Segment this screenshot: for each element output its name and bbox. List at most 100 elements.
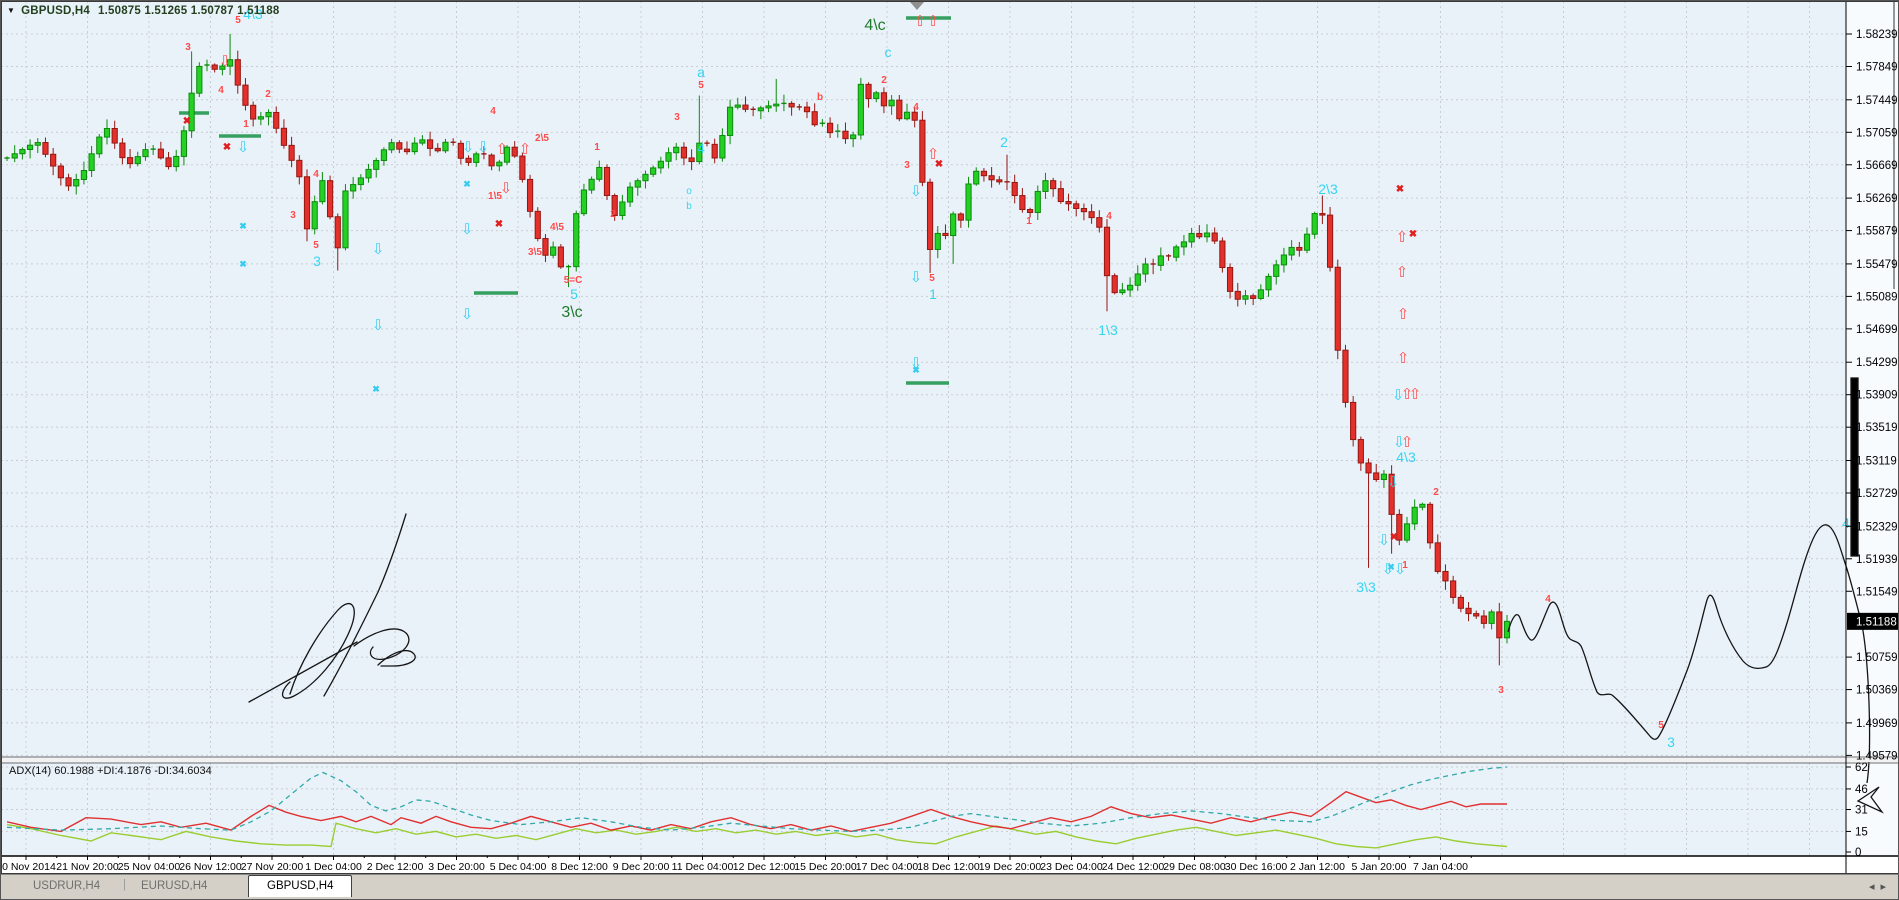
svg-text:✖: ✖ [1409, 229, 1417, 240]
candles-layer [4, 33, 1511, 666]
svg-text:1.53119: 1.53119 [1856, 455, 1897, 467]
chart-symbol-timeframe: GBPUSD,H4 [21, 5, 91, 17]
svg-text:4: 4 [913, 102, 919, 113]
top-marker-triangle-icon [910, 2, 924, 10]
svg-text:1.51939: 1.51939 [1856, 554, 1898, 566]
svg-text:5: 5 [235, 15, 241, 26]
svg-text:2: 2 [1000, 134, 1008, 150]
svg-text:2\3: 2\3 [1318, 181, 1338, 197]
svg-text:⇩: ⇩ [219, 53, 232, 70]
adx-indicator-pane[interactable] [6, 766, 1508, 849]
time-axis[interactable]: 20 Nov 2014 21 Nov 20:00 25 Nov 04:00 26 No… [1, 855, 1899, 873]
svg-text:4: 4 [218, 85, 224, 96]
svg-text:1.55479: 1.55479 [1856, 259, 1898, 271]
svg-text:⇧: ⇧ [1409, 386, 1422, 403]
svg-text:⇧: ⇧ [1396, 229, 1409, 246]
adx-main-line [6, 766, 1508, 833]
svg-text:1 Dec 04:00: 1 Dec 04:00 [305, 861, 362, 873]
svg-text:⇩: ⇩ [1393, 434, 1406, 451]
svg-text:5 Jan 20:00: 5 Jan 20:00 [1352, 861, 1407, 873]
svg-text:4: 4 [697, 140, 705, 156]
svg-text:2: 2 [881, 75, 887, 86]
svg-text:4\5: 4\5 [550, 222, 564, 233]
svg-text:7 Jan 04:00: 7 Jan 04:00 [1413, 861, 1468, 873]
svg-text:1.52729: 1.52729 [1856, 488, 1898, 500]
svg-text:2 Jan 12:00: 2 Jan 12:00 [1290, 861, 1345, 873]
svg-text:5: 5 [698, 80, 704, 91]
svg-text:1.54299: 1.54299 [1856, 357, 1898, 369]
svg-text:⇩: ⇩ [461, 221, 474, 238]
projection-freehand-drawing [1507, 377, 1885, 814]
svg-text:1: 1 [929, 286, 937, 302]
tab-scroll-right-button[interactable]: ▸ [1880, 881, 1892, 893]
tab-usdrur-h4[interactable]: USDRUR,H4 [33, 880, 101, 892]
svg-text:20 Nov 2014: 20 Nov 2014 [1, 861, 56, 873]
tab-scroll-left-button[interactable]: ◂ [1868, 881, 1881, 893]
svg-text:⇧: ⇧ [519, 141, 532, 158]
svg-text:✖: ✖ [372, 384, 380, 394]
svg-text:18 Dec 12:00: 18 Dec 12:00 [917, 861, 980, 873]
svg-text:1: 1 [1026, 216, 1032, 227]
svg-text:⇧: ⇧ [927, 146, 940, 163]
svg-text:4: 4 [1106, 211, 1112, 222]
minus-di-line [6, 790, 1507, 833]
svg-text:1: 1 [1402, 560, 1408, 571]
tab-eurusd-h4[interactable]: EURUSD,H4 [141, 880, 208, 892]
svg-text:1\3: 1\3 [1098, 322, 1118, 338]
svg-text:1.49969: 1.49969 [1856, 718, 1898, 730]
svg-text:2: 2 [1433, 487, 1439, 498]
chart-dropdown-arrow-icon[interactable]: ▼ [7, 6, 16, 15]
svg-text:19 Dec 20:00: 19 Dec 20:00 [979, 861, 1042, 873]
svg-text:12 Dec 12:00: 12 Dec 12:00 [733, 861, 796, 873]
svg-text:✖: ✖ [223, 142, 231, 153]
grid-layer [1, 1, 1846, 856]
svg-text:a: a [697, 64, 705, 80]
svg-text:✖: ✖ [912, 365, 920, 375]
svg-text:5: 5 [313, 240, 319, 251]
svg-text:3: 3 [904, 160, 910, 171]
svg-text:⇧: ⇧ [1401, 386, 1414, 403]
svg-text:3\5: 3\5 [528, 247, 542, 258]
svg-text:3: 3 [313, 253, 321, 269]
svg-text:1.57059: 1.57059 [1856, 127, 1898, 139]
svg-text:⇧: ⇧ [927, 13, 940, 30]
tab-gbpusd-h4[interactable]: GBPUSD,H4 [248, 875, 353, 897]
svg-text:26 Nov 12:00: 26 Nov 12:00 [179, 861, 242, 873]
svg-text:4\3: 4\3 [1396, 449, 1416, 465]
svg-text:25 Nov 04:00: 25 Nov 04:00 [118, 861, 181, 873]
svg-text:⇩: ⇩ [910, 183, 923, 200]
svg-text:3\3: 3\3 [1356, 579, 1376, 595]
svg-text:29 Dec 08:00: 29 Dec 08:00 [1163, 861, 1226, 873]
svg-text:✖: ✖ [239, 221, 247, 231]
svg-text:1.50759: 1.50759 [1856, 652, 1898, 664]
svg-text:2: 2 [610, 209, 616, 220]
chart-title: ▼ GBPUSD,H4 1.50875 1.51265 1.50787 1.5118… [7, 5, 279, 17]
svg-text:0: 0 [1855, 847, 1861, 859]
svg-text:5: 5 [929, 273, 935, 284]
svg-text:o: o [686, 186, 692, 197]
svg-text:4\c: 4\c [864, 17, 885, 34]
svg-text:⇧: ⇧ [496, 141, 509, 158]
svg-text:3: 3 [1667, 734, 1675, 750]
svg-text:11 Dec 04:00: 11 Dec 04:00 [672, 861, 734, 873]
svg-text:15 Dec 20:00: 15 Dec 20:00 [794, 861, 857, 873]
svg-text:⇩: ⇩ [910, 269, 923, 286]
svg-text:8 Dec 12:00: 8 Dec 12:00 [551, 861, 608, 873]
plus-di-line [6, 822, 1508, 849]
price-axis[interactable]: 1.58239 1.57849 1.57449 1.57059 1.56669 1.562… [1845, 1, 1899, 873]
svg-text:⇧: ⇧ [1396, 264, 1409, 281]
svg-text:✖: ✖ [463, 179, 471, 189]
signature-drawing [248, 513, 416, 703]
svg-text:⇩: ⇩ [1394, 561, 1407, 578]
svg-text:5: 5 [570, 286, 578, 302]
svg-text:⇧: ⇧ [914, 13, 927, 30]
svg-text:⇧: ⇧ [1401, 434, 1414, 451]
svg-text:⇩: ⇩ [1392, 387, 1405, 404]
svg-text:3\c: 3\c [561, 304, 582, 321]
svg-text:2\5: 2\5 [535, 133, 549, 144]
svg-text:b: b [817, 92, 823, 103]
svg-text:31: 31 [1855, 804, 1868, 816]
svg-text:4: 4 [313, 169, 319, 180]
